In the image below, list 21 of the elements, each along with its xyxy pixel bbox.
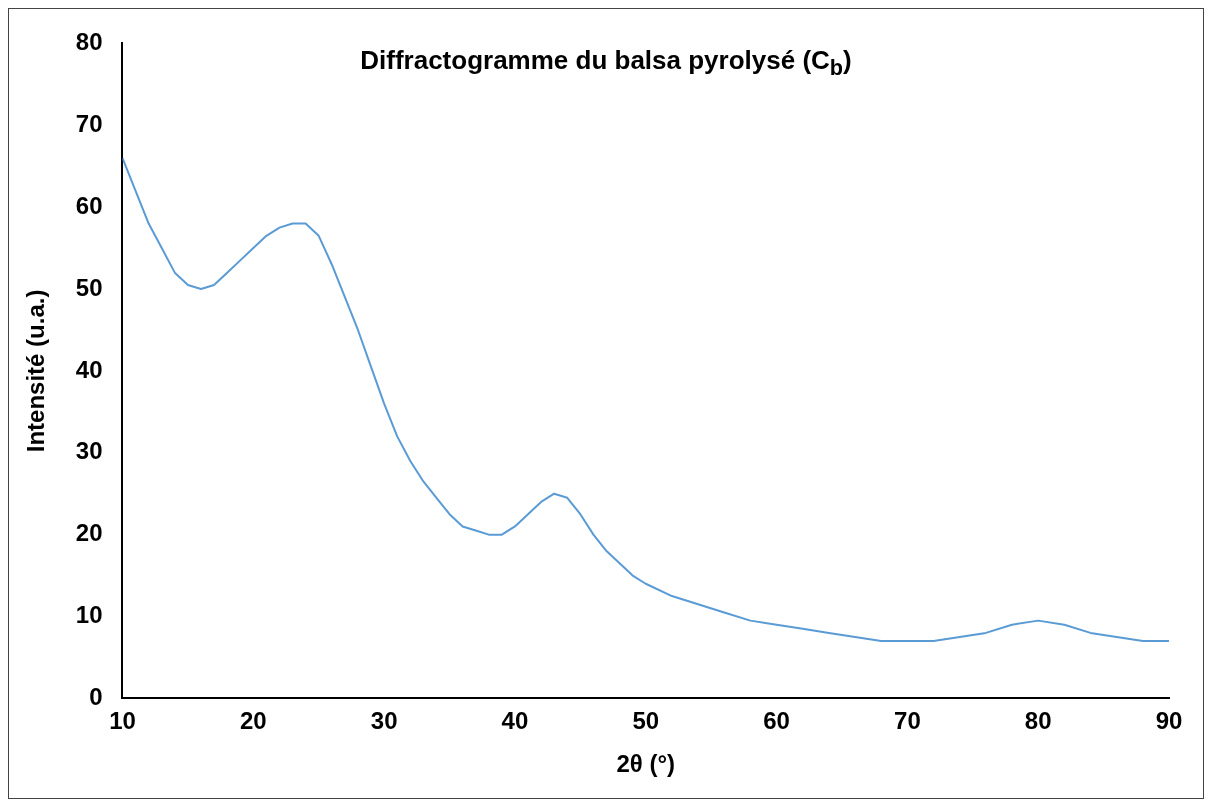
y-tick-label: 70 xyxy=(75,109,103,137)
x-tick-label: 10 xyxy=(109,707,136,735)
y-tick-label: 0 xyxy=(89,683,103,711)
x-tick-label: 60 xyxy=(763,707,790,735)
x-tick-label: 50 xyxy=(632,707,660,735)
y-axis-title: Intensité (u.a.) xyxy=(22,289,50,453)
x-axis-title: 2θ (°) xyxy=(616,750,676,778)
x-tick-label: 80 xyxy=(1024,707,1052,735)
y-tick-label: 10 xyxy=(75,601,103,629)
y-tick-label: 50 xyxy=(75,273,103,301)
x-tick-label: 70 xyxy=(894,707,921,735)
chart-title: Diffractogramme du balsa pyrolysé (C$_{b}$) xyxy=(360,45,852,81)
x-tick-label: 30 xyxy=(370,707,398,735)
y-tick-label: 80 xyxy=(75,28,103,56)
y-tick-label: 30 xyxy=(75,437,103,465)
y-tick-label: 40 xyxy=(75,355,103,383)
x-tick-label: 40 xyxy=(501,707,529,735)
x-tick-label: 90 xyxy=(1155,707,1183,735)
y-tick-label: 60 xyxy=(75,191,103,219)
y-tick-label: 20 xyxy=(75,519,103,547)
x-tick-label: 20 xyxy=(239,707,267,735)
